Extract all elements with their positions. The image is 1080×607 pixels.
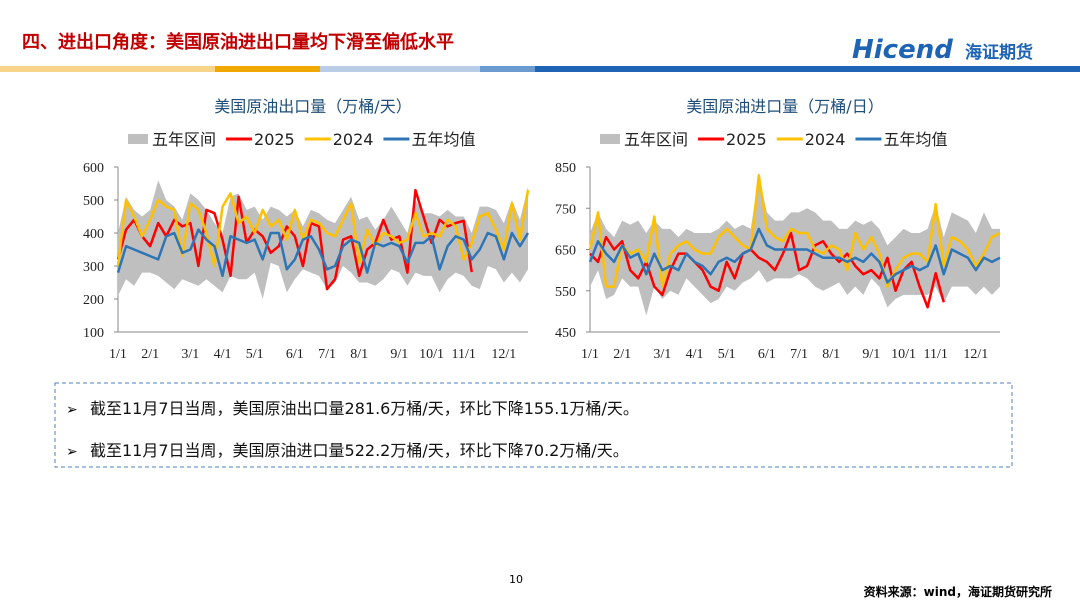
chart: 美国原油进口量（万桶/日） 五年区间 2025 2024 五年均值 450 550 650 75… [555,97,1001,362]
x-tick-label: 7/1 [790,347,808,362]
logo-cn: 海证期货 [965,42,1033,63]
legend-label: 2024 [333,130,374,149]
legend-swatch [128,134,148,144]
source: 资料来源：wind，海证期货研究所 [864,584,1052,599]
x-tick-label: 5/1 [718,347,736,362]
header-bar [535,66,1080,72]
bullet-marker: ➢ [66,444,78,460]
y-tick-label: 850 [555,161,576,176]
header-bar [480,66,535,72]
x-tick-label: 11/1 [923,347,947,362]
series-line [588,174,1001,288]
page-number: 10 [509,573,523,586]
x-tick-label: 2/1 [613,347,631,362]
note: 截至11月7日当周，美国原油进口量522.2万桶/天，环比下降70.2万桶/天。 [90,441,629,460]
x-tick-label: 8/1 [822,347,840,362]
header-bar [215,66,320,72]
x-tick-label: 7/1 [318,347,336,362]
legend-label: 五年区间 [624,130,688,149]
range-band [590,175,1000,316]
legend-label: 2025 [726,130,767,149]
legend-label: 五年区间 [152,130,216,149]
x-tick-label: 6/1 [286,347,304,362]
slide-title: 四、进出口角度：美国原油进出口量均下滑至偏低水平 [22,31,454,53]
x-tick-label: 2/1 [141,347,159,362]
y-tick-label: 400 [83,227,104,242]
legend-label: 2025 [254,130,295,149]
y-tick-label: 500 [83,194,104,209]
legend-label: 五年均值 [411,130,475,149]
x-tick-label: 10/1 [419,347,444,362]
x-tick-label: 9/1 [862,347,880,362]
legend-swatch [600,134,620,144]
x-tick-label: 12/1 [491,347,516,362]
chart-title: 美国原油出口量（万桶/天） [214,97,411,116]
header-bar [0,66,215,72]
bullet-marker: ➢ [66,402,78,418]
y-tick-label: 300 [83,260,104,275]
x-tick-label: 8/1 [350,347,368,362]
x-tick-label: 5/1 [246,347,264,362]
logo: Hicend [852,35,953,65]
series-line [116,189,530,268]
legend-label: 五年均值 [883,130,947,149]
chart-title: 美国原油进口量（万桶/日） [686,97,883,116]
x-tick-label: 1/1 [109,347,127,362]
y-tick-label: 550 [555,285,576,300]
y-tick-label: 450 [555,326,576,341]
x-tick-label: 3/1 [653,347,671,362]
series-line [588,227,1001,284]
x-tick-label: 4/1 [686,347,704,362]
y-tick-label: 100 [83,326,104,341]
y-tick-label: 600 [83,161,104,176]
series-line [116,228,530,278]
x-tick-label: 1/1 [581,347,599,362]
chart: 美国原油出口量（万桶/天） 五年区间 2025 2024 五年均值 100 200 300 40… [83,97,530,362]
y-tick-label: 650 [555,244,576,259]
x-tick-label: 11/1 [451,347,475,362]
header-bar [320,66,480,72]
note: 截至11月7日当周，美国原油出口量281.6万桶/天，环比下降155.1万桶/天… [90,399,639,418]
y-tick-label: 200 [83,293,104,308]
x-tick-label: 12/1 [963,347,988,362]
x-tick-label: 6/1 [758,347,776,362]
legend-label: 2024 [805,130,846,149]
x-tick-label: 9/1 [390,347,408,362]
x-tick-label: 3/1 [181,347,199,362]
x-tick-label: 10/1 [891,347,916,362]
x-tick-label: 4/1 [214,347,232,362]
y-tick-label: 750 [555,202,576,217]
notes-box [54,382,1013,468]
